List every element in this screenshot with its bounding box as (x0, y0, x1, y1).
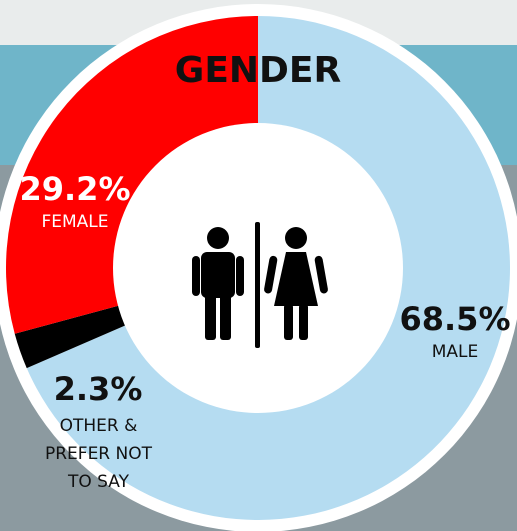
value-label: 68.5% (380, 300, 517, 338)
infographic: GENDER 68.5%MALE 2.3% OTHER & PREFER NOT T… (0, 0, 517, 531)
value-label: 29.2% (0, 170, 150, 208)
category-label: MALE (380, 338, 517, 366)
category-label: FEMALE (0, 208, 150, 236)
category-label: OTHER & PREFER NOT TO SAY (36, 412, 161, 496)
value-label: 2.3% (23, 370, 173, 408)
chart-title: GENDER (175, 50, 341, 91)
